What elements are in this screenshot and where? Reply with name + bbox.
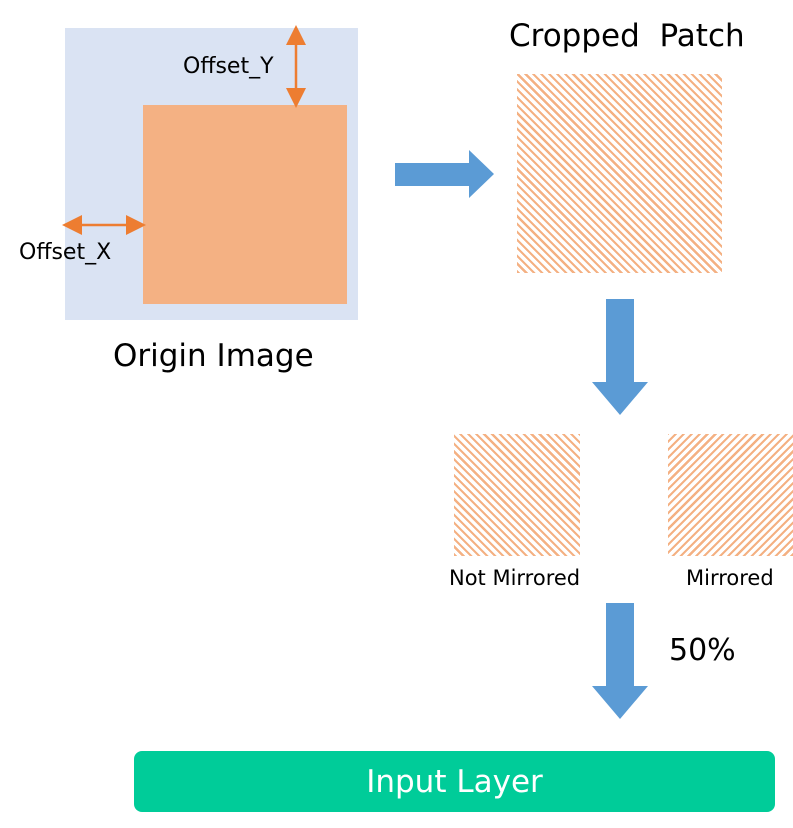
input-layer-box: Input Layer — [134, 751, 775, 812]
crop-region — [143, 105, 347, 304]
origin-image-label: Origin Image — [113, 338, 314, 374]
not-mirrored-patch — [454, 434, 580, 556]
right-arrow — [395, 150, 494, 198]
cropped-patch — [517, 74, 722, 273]
mirrored-label: Mirrored — [686, 566, 774, 590]
down-arrow-to-flip — [592, 299, 648, 415]
not-mirrored-label: Not Mirrored — [449, 566, 581, 590]
cropped-patch-label: Cropped Patch — [509, 18, 745, 54]
probability-label: 50% — [669, 633, 736, 668]
down-arrow-to-input — [592, 603, 648, 719]
input-layer-label: Input Layer — [366, 763, 543, 800]
offset-y-label: Offset_Y — [183, 54, 274, 79]
offset-x-label: Offset_X — [19, 240, 112, 265]
mirrored-patch — [668, 434, 793, 556]
